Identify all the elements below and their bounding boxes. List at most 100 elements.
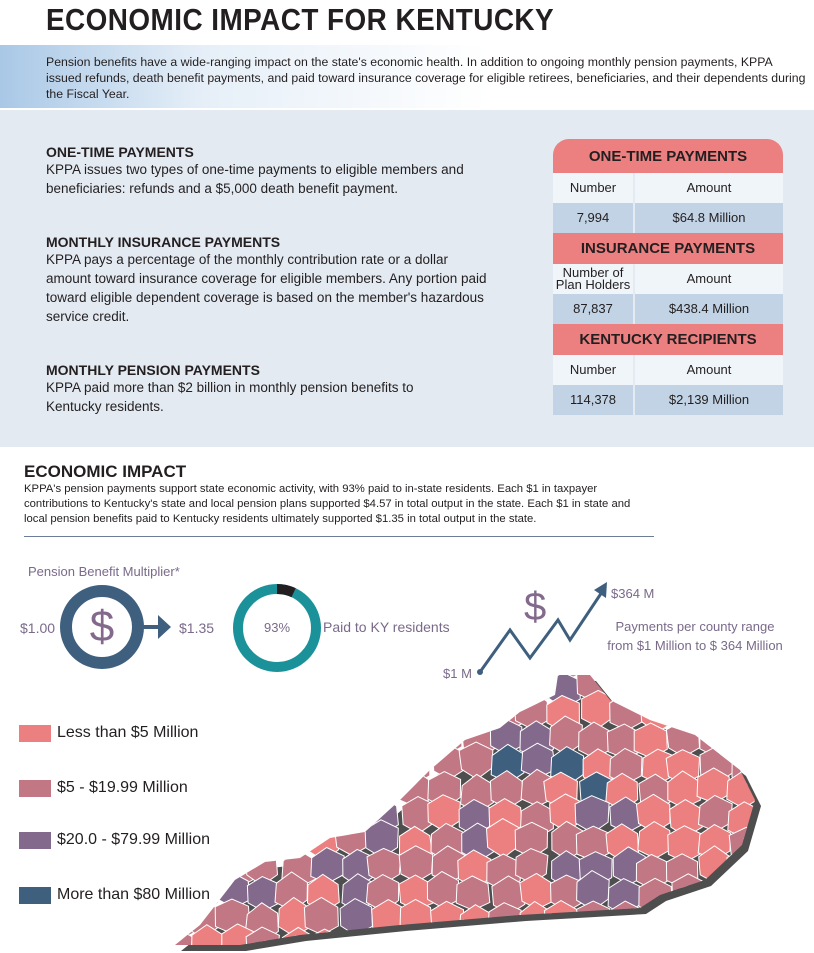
section-one-time: ONE-TIME PAYMENTS KPPA issues two types …: [46, 144, 516, 198]
county-shape: [309, 798, 344, 836]
county-shape: [640, 927, 675, 945]
section-heading: ONE-TIME PAYMENTS: [46, 144, 194, 160]
county-shape: [663, 897, 700, 938]
intro-text: Pension benefits have a wide-ranging imp…: [46, 55, 806, 101]
section-body: KPPA pays a percentage of the monthly co…: [46, 252, 487, 324]
legend-label: $20.0 - $79.99 Million: [57, 831, 210, 848]
county-shape: [723, 675, 755, 704]
county-shape: [371, 746, 407, 787]
county-shape: [488, 675, 523, 704]
col-header: Number: [553, 355, 635, 385]
section-body: KPPA issues two types of one-time paymen…: [46, 162, 464, 196]
table-title: ONE-TIME PAYMENTS: [553, 139, 783, 173]
section-heading: MONTHLY INSURANCE PAYMENTS: [46, 234, 281, 250]
county-shape: [217, 675, 253, 681]
table-title: INSURANCE PAYMENTS: [553, 233, 783, 264]
county-shape: [423, 675, 459, 678]
county-shape: [762, 721, 796, 756]
county-shape: [312, 675, 346, 702]
county-shape: [365, 693, 400, 733]
county-shape: [175, 675, 192, 680]
county-shape: [762, 693, 795, 729]
county-shape: [310, 742, 345, 782]
county-shape: [695, 675, 730, 684]
trend-line-icon: [477, 582, 607, 675]
amount-cell: $2,139 Million: [668, 392, 750, 407]
county-shape: [175, 850, 196, 891]
col-header: Amount: [686, 362, 732, 377]
county-shape: [702, 675, 736, 707]
economic-impact-section: ECONOMIC IMPACT KPPA's pension payments …: [24, 462, 654, 537]
county-shape: [245, 770, 279, 810]
county-shape: [604, 675, 640, 680]
county-shape: [219, 695, 255, 732]
col-header: Amount: [686, 180, 732, 195]
county-shape: [429, 675, 465, 706]
county-shape: [759, 743, 793, 782]
legend-item: More than $80 Million: [19, 886, 210, 904]
county-shape: [365, 719, 402, 756]
county-shape: [175, 719, 195, 760]
county-shape: [429, 695, 464, 732]
section-heading: MONTHLY PENSION PAYMENTS: [46, 362, 260, 378]
county-shape: [304, 717, 340, 756]
county-shape: [365, 768, 399, 808]
county-shape: [175, 793, 190, 834]
county-shape: [246, 801, 281, 838]
county-shape: [336, 675, 372, 677]
section-pension: MONTHLY PENSION PAYMENTS KPPA paid more …: [46, 362, 466, 416]
county-shape: [334, 675, 368, 705]
table-one-time: ONE-TIME PAYMENTS Number Amount 7,994 $64.…: [553, 139, 783, 233]
county-shape: [246, 689, 281, 727]
county-shape: [756, 665, 789, 701]
county-shape: [246, 826, 283, 864]
section-insurance: MONTHLY INSURANCE PAYMENTS KPPA pays a p…: [46, 234, 496, 326]
county-shape: [762, 926, 795, 953]
county-shape: [393, 719, 429, 757]
county-shape: [698, 689, 730, 727]
county-shape: [187, 775, 220, 813]
county-shape: [753, 877, 755, 919]
county-shape: [175, 820, 191, 860]
county-shape: [612, 926, 644, 945]
county-shape: [757, 904, 791, 941]
county-shape: [175, 773, 192, 811]
legend-swatch: [19, 886, 51, 904]
county-shape: [278, 820, 313, 858]
county-shape: [221, 819, 256, 858]
county-shape: [334, 746, 369, 785]
dollar-symbol: $: [89, 602, 115, 651]
county-shape: [575, 926, 610, 945]
county-shape: [492, 928, 527, 945]
multiplier-from: $1.00: [20, 620, 56, 636]
table-kentucky-recipients: KENTUCKY RECIPIENTS Number Amount 114,378…: [553, 324, 783, 415]
multiplier-label: Pension Benefit Multiplier*: [28, 564, 180, 579]
county-shape: [456, 675, 491, 706]
number-cell: 7,994: [553, 203, 635, 233]
county-shape: [337, 774, 373, 813]
amount-cell: $438.4 Million: [668, 301, 750, 316]
county-shape: [760, 796, 791, 832]
county-shape: [216, 675, 251, 704]
county-shape: [251, 675, 285, 704]
legend-label: $5 - $19.99 Million: [57, 779, 188, 796]
county-shape: [756, 769, 789, 804]
county-shape: [279, 797, 313, 835]
legend-swatch: [19, 831, 51, 849]
county-shape: [274, 721, 309, 760]
donut-remainder: [233, 584, 321, 672]
donut-caption: Paid to KY residents: [323, 619, 450, 635]
col-header: Amount: [686, 271, 732, 286]
county-shape: [666, 692, 699, 729]
intro-band: Pension benefits have a wide-ranging imp…: [0, 45, 814, 108]
county-shape: [335, 716, 370, 754]
county-shape: [401, 675, 434, 706]
county-shape: [551, 926, 586, 945]
county-shape: [188, 818, 224, 857]
range-caption: Payments per county range from $1 Million…: [607, 619, 783, 653]
county-shape: [305, 691, 341, 731]
county-shape: [453, 675, 488, 677]
county-shape: [666, 638, 699, 675]
county-shape: [696, 928, 733, 945]
